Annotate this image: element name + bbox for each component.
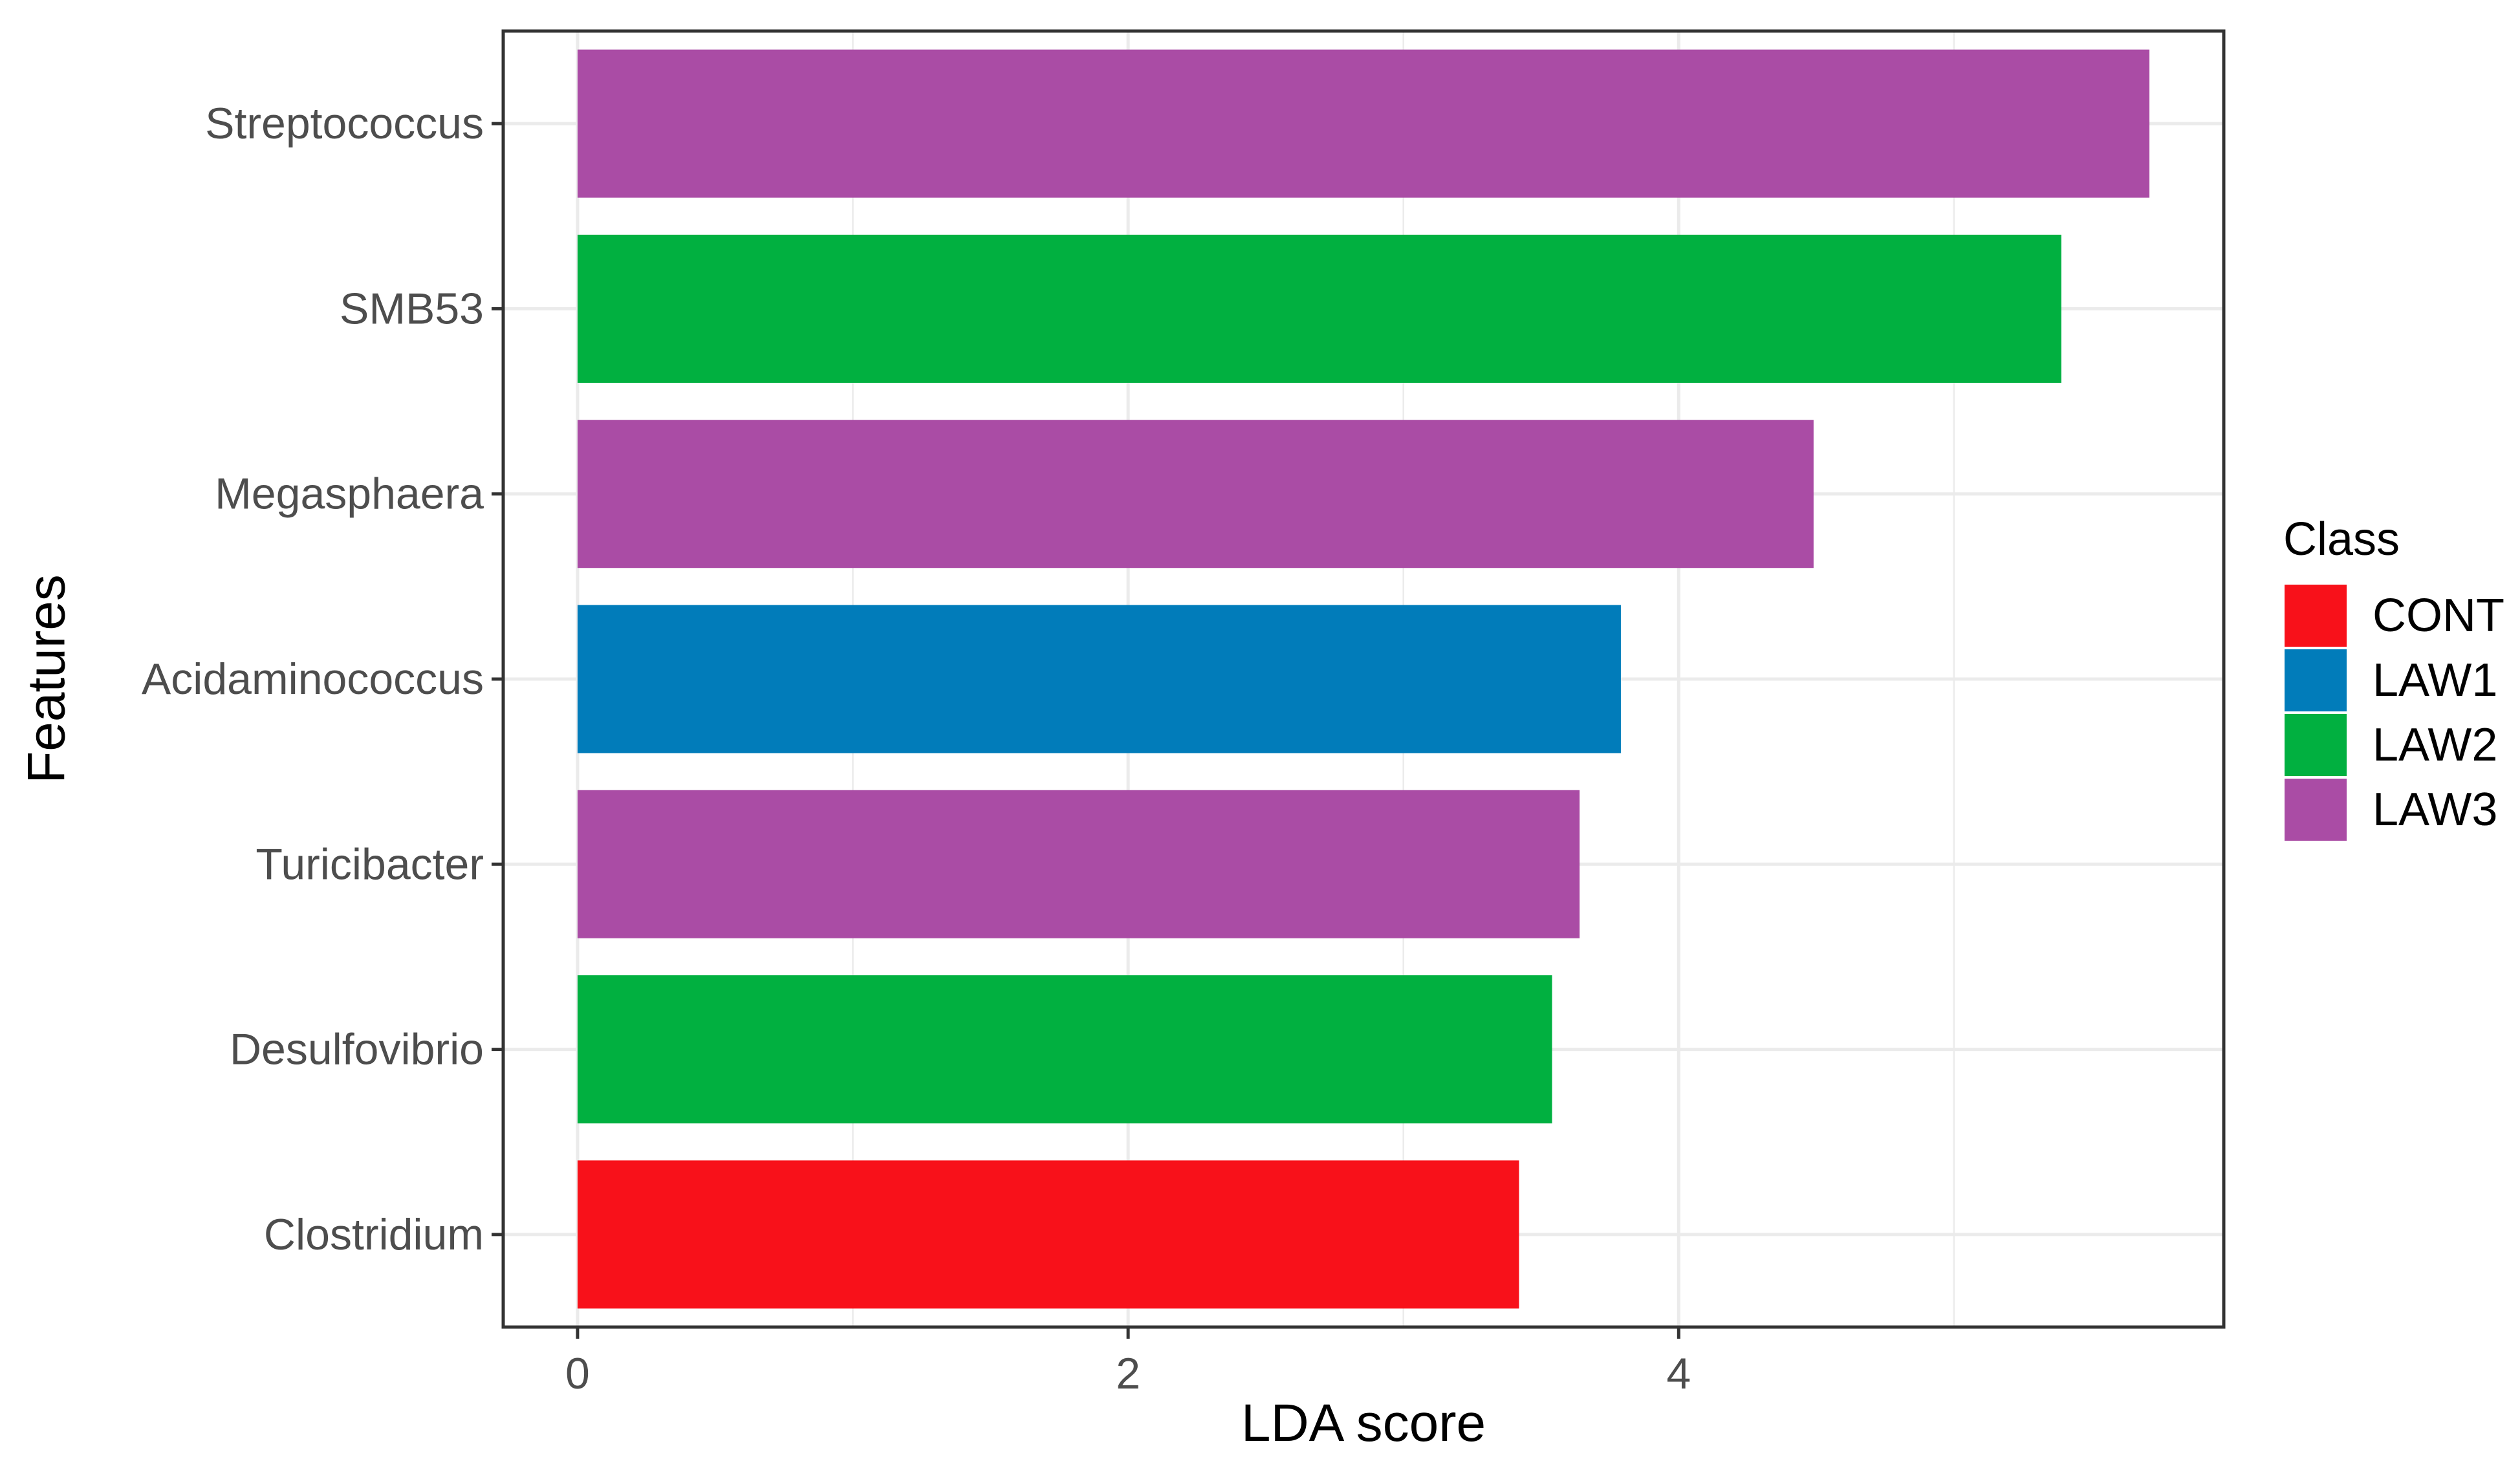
legend-key-law2 xyxy=(2282,711,2349,779)
legend-title: Class xyxy=(2283,513,2400,565)
bar-megasphaera xyxy=(577,420,1814,568)
x-tick-label: 2 xyxy=(1116,1349,1140,1398)
y-tick-label: Acidaminococcus xyxy=(142,654,484,704)
x-tick-label: 4 xyxy=(1666,1349,1691,1398)
legend-label-law3: LAW3 xyxy=(2373,784,2497,836)
y-tick-label: Desulfovibrio xyxy=(230,1025,484,1074)
bar-desulfovibrio xyxy=(577,975,1552,1124)
x-tick-label: 0 xyxy=(565,1349,590,1398)
legend: Class CONT LAW1 LAW2 LAW3 xyxy=(2282,513,2504,843)
legend-key-law1 xyxy=(2282,647,2349,714)
legend-label-cont: CONT xyxy=(2373,590,2504,642)
bar-acidaminococcus xyxy=(577,605,1621,753)
x-axis: 0 2 4 xyxy=(565,1327,1691,1398)
y-tick-label: Turicibacter xyxy=(255,839,484,889)
legend-key-law3 xyxy=(2282,776,2349,843)
bar-smb53 xyxy=(577,234,2061,383)
legend-key-cont xyxy=(2282,582,2349,649)
bar-turicibacter xyxy=(577,790,1580,938)
y-axis: Streptococcus SMB53 Megasphaera Acidaminoco… xyxy=(142,99,503,1259)
y-axis-title: Features xyxy=(17,574,76,784)
legend-label-law1: LAW1 xyxy=(2373,654,2497,706)
legend-label-law2: LAW2 xyxy=(2373,719,2497,771)
y-tick-label: Streptococcus xyxy=(205,99,484,148)
bar-clostridium xyxy=(577,1160,1519,1309)
y-tick-label: Clostridium xyxy=(264,1210,484,1259)
bar-layer xyxy=(577,49,2150,1309)
y-tick-label: SMB53 xyxy=(340,284,484,333)
x-axis-title: LDA score xyxy=(1241,1394,1486,1453)
y-tick-label: Megasphaera xyxy=(215,470,484,519)
bar-streptococcus xyxy=(577,49,2150,198)
